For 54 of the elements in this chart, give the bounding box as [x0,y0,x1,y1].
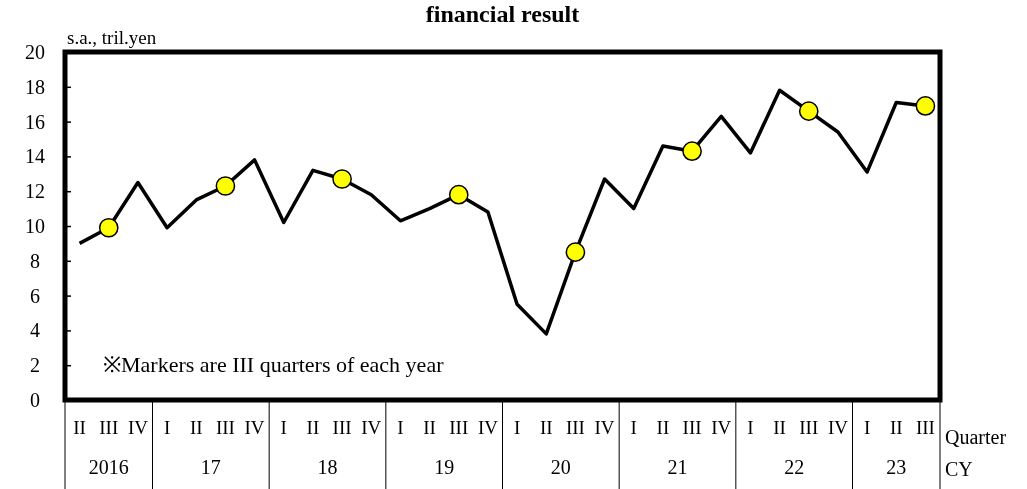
text: 19 [434,456,455,478]
y-tick-label: 16 [25,110,45,133]
x-tick-label: III [215,417,235,438]
y-tick-label: 20 [25,40,45,63]
annotation: ※Markers are III quarters of each year [103,352,445,378]
y-tick-label: 12 [25,180,45,203]
y-tick-label: 6 [30,284,40,307]
x-tick-label: III [799,417,819,438]
x-tick-label: II [189,417,203,438]
y-tick-label: 8 [30,249,40,272]
x-tick-label: I [397,417,404,438]
x-tick-label: III [332,417,352,438]
x-tick-label: I [630,417,637,438]
x-tick-label: IV [361,417,382,438]
x-tick-label: II [73,417,86,438]
y-tick-label: 14 [25,145,45,168]
text: 2016 [88,456,129,478]
text: CY [945,458,973,480]
chart-title: financial result [425,1,580,27]
text: 21 [667,456,688,478]
y-axis-title: s.a., tril.yen [67,27,157,48]
x-tick-label: IV [594,417,615,438]
y-tick-label: 4 [30,319,40,342]
y-tick-label: 0 [30,388,40,411]
text: 20 [550,456,571,478]
x-tick-label: IV [711,417,732,438]
text: 17 [200,456,221,478]
x-tick-label: II [656,417,670,438]
x-tick-label: IV [827,417,849,438]
x-tick-label: IV [477,417,499,438]
x-axis-title: Quarter [945,426,1007,448]
x-tick-label: III [449,417,469,438]
x-tick-label: I [280,417,287,438]
x-tick-label: III [915,417,935,438]
y-tick-label: 18 [25,75,45,98]
x-tick-label: IV [127,417,149,438]
x-tick-label: III [99,417,119,438]
text: 18 [317,456,338,478]
text: 23 [886,456,907,478]
x-tick-label: II [889,417,903,438]
x-tick-label: II [773,417,786,438]
x-tick-label: III [682,417,702,438]
x-tick-label: I [513,417,521,438]
x-tick-label: I [747,417,754,438]
y-tick-label: 2 [30,354,40,377]
x-tick-label: III [565,417,585,438]
x-tick-label: II [423,417,436,438]
x-tick-label: II [539,417,553,438]
y-tick-label: 10 [25,214,45,237]
x-tick-label: I [163,417,171,438]
x-tick-label: I [863,417,871,438]
text: 22 [784,456,805,478]
x-tick-label: IV [244,417,265,438]
x-tick-label: II [306,417,320,438]
